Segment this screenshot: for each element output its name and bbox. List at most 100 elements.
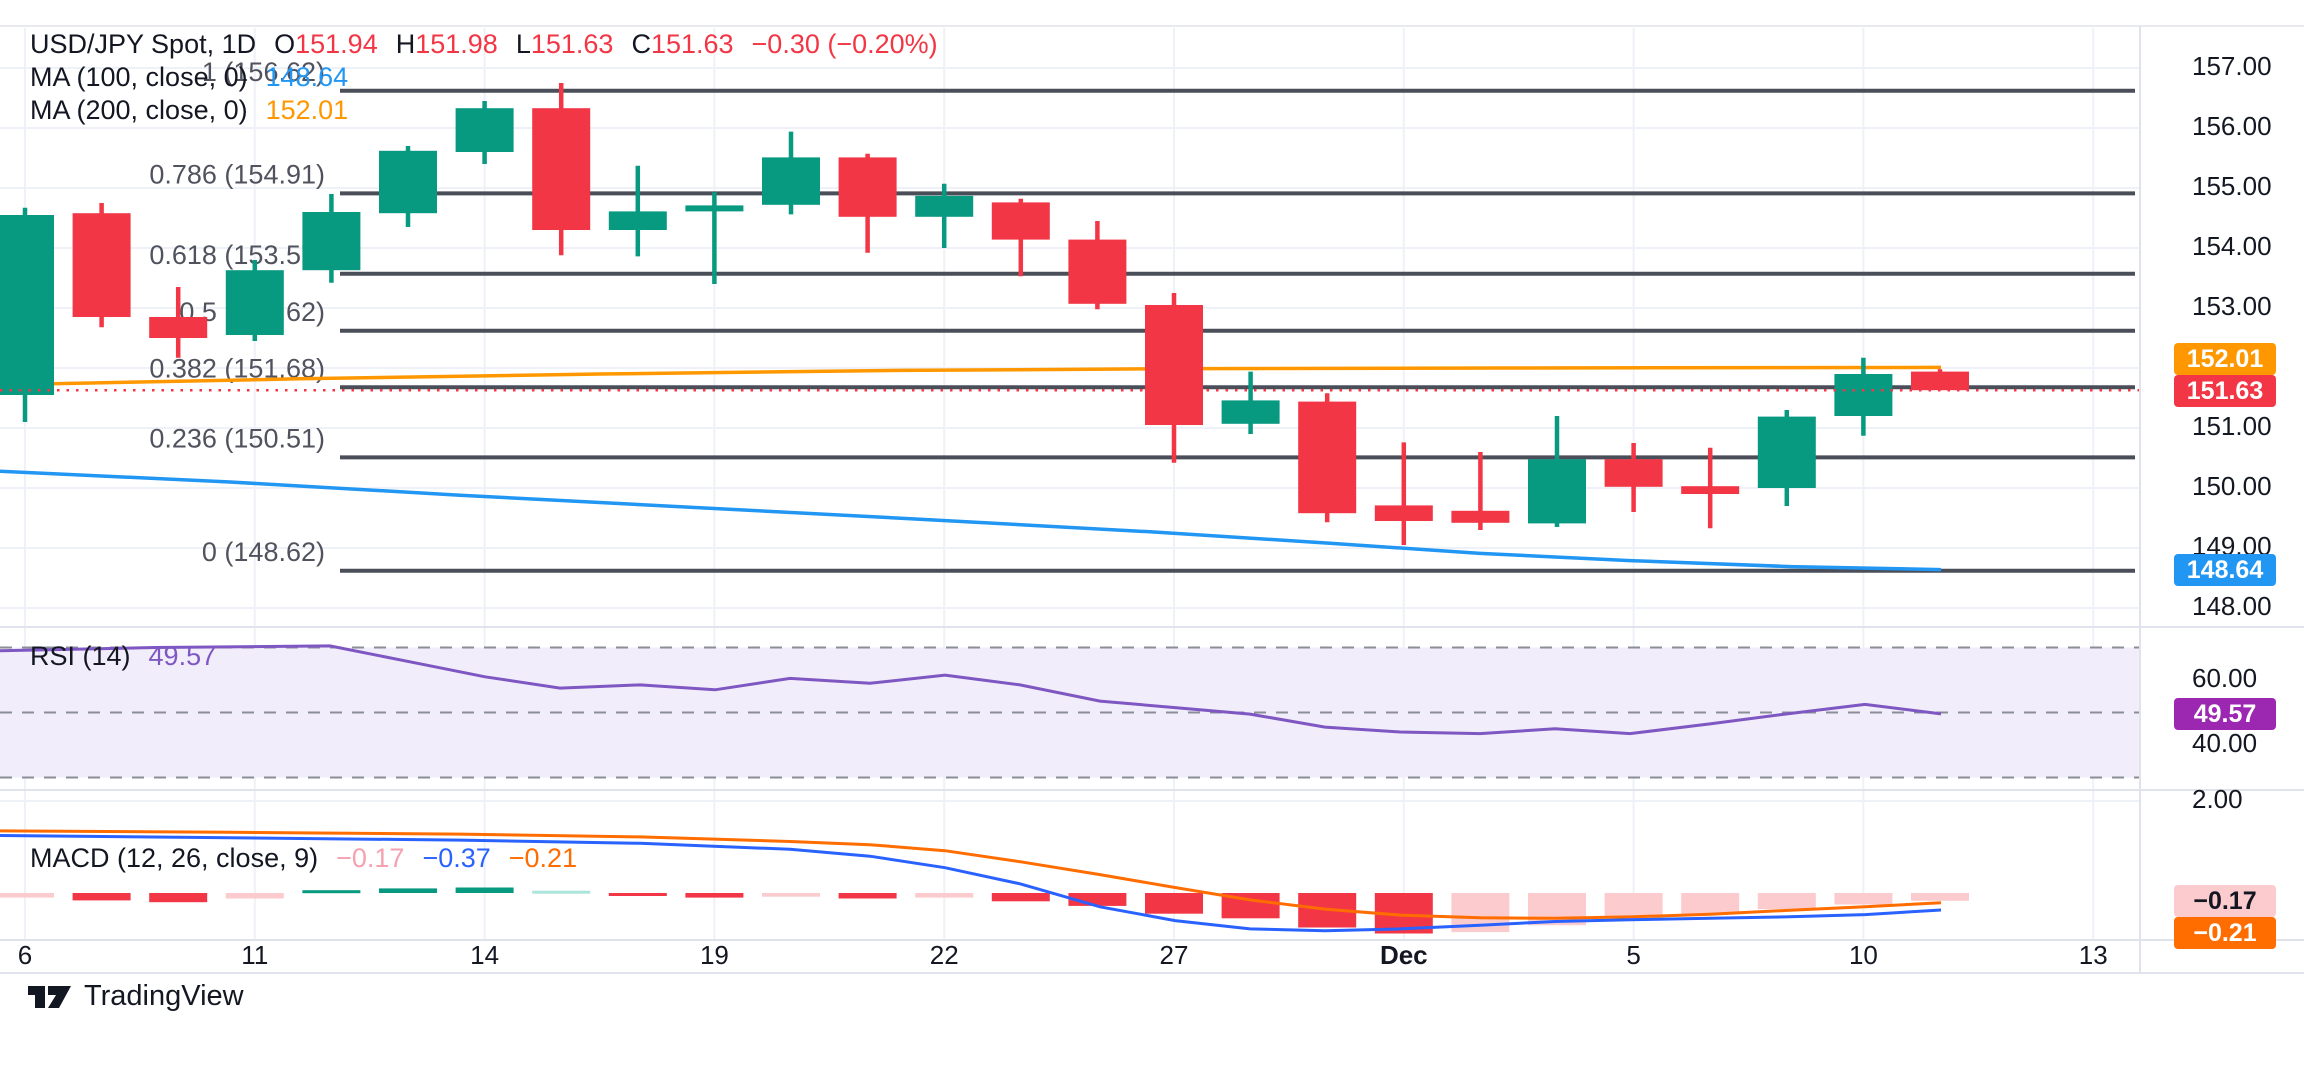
macd-legend-row[interactable]: MACD (12, 26, close, 9) −0.17 −0.37 −0.2…: [30, 844, 577, 872]
candle: [1221, 400, 1280, 424]
candle: [379, 150, 437, 214]
macd-bar: [608, 893, 667, 896]
svg-text:150.00: 150.00: [2192, 471, 2272, 501]
macd-signal-value: −0.21: [508, 843, 578, 873]
rsi-value-badge: 49.57: [2174, 698, 2276, 730]
rsi-label: RSI (14): [30, 641, 131, 671]
ma100-label: MA (100, close, 0): [30, 62, 248, 92]
macd-bar: [915, 893, 974, 898]
candle: [1911, 371, 1969, 391]
macd-bar: [455, 887, 514, 893]
macd-histogram[interactable]: [0, 887, 1969, 934]
ohlc-high: H 151.98: [395, 29, 498, 59]
candle: [1374, 505, 1433, 521]
ma200-line[interactable]: [0, 365, 1942, 387]
svg-text:2.00: 2.00: [2192, 784, 2243, 814]
symbol-legend-row[interactable]: USD/JPY Spot, 1D O 151.94 H 151.98 L 151.63…: [30, 30, 938, 58]
svg-text:156.00: 156.00: [2192, 111, 2272, 141]
ma100-legend-row[interactable]: MA (100, close, 0) 148.64: [30, 63, 348, 91]
svg-text:14: 14: [470, 940, 499, 970]
candle: [302, 212, 361, 271]
svg-text:22: 22: [930, 940, 959, 970]
svg-text:1 (156.62): 1 (156.62): [202, 57, 325, 87]
svg-text:40.00: 40.00: [2192, 728, 2257, 758]
macd-bar: [1604, 893, 1663, 919]
ma100-value: 148.64: [265, 62, 349, 92]
macd-bar: [1911, 893, 1969, 901]
symbol-title[interactable]: USD/JPY Spot, 1D: [30, 29, 257, 59]
macd-bar: [225, 893, 284, 899]
ma100-line[interactable]: [0, 469, 1942, 572]
svg-text:Dec: Dec: [1380, 940, 1428, 970]
candle: [72, 213, 131, 317]
candle: [1681, 486, 1740, 494]
svg-text:0.786 (154.91): 0.786 (154.91): [149, 160, 325, 190]
candle: [1145, 305, 1203, 425]
macd-bar: [379, 888, 437, 893]
rsi-band: [0, 646, 2140, 779]
candle: [991, 202, 1050, 240]
rsi-value: 49.57: [148, 641, 217, 671]
svg-text:13: 13: [2079, 940, 2108, 970]
svg-text:6: 6: [18, 940, 32, 970]
macd-bar: [838, 893, 897, 899]
last-price-badge: 151.63: [2174, 375, 2276, 407]
candle: [915, 195, 974, 217]
macd-bar: [1681, 893, 1740, 914]
candle: [762, 157, 820, 205]
ma200-legend-row[interactable]: MA (200, close, 0) 152.01: [30, 96, 348, 124]
svg-text:19: 19: [700, 940, 729, 970]
rsi-legend-row[interactable]: RSI (14) 49.57: [30, 642, 216, 670]
tradingview-logo-text: TradingView: [84, 980, 244, 1012]
ma200-label: MA (200, close, 0): [30, 95, 248, 125]
svg-text:10: 10: [1849, 940, 1878, 970]
candle: [608, 211, 667, 230]
svg-text:151.00: 151.00: [2192, 411, 2272, 441]
candle: [1298, 401, 1357, 514]
macd-hist-badge: −0.17: [2174, 885, 2276, 917]
macd-bar: [991, 893, 1050, 902]
svg-text:5: 5: [1626, 940, 1640, 970]
candle: [149, 317, 208, 338]
tradingview-logo-icon: [28, 985, 71, 1008]
svg-text:27: 27: [1160, 940, 1189, 970]
macd-bar: [1834, 893, 1893, 905]
macd-line-value: −0.37: [422, 843, 491, 873]
candles[interactable]: [0, 83, 1969, 545]
macd-line[interactable]: [0, 834, 1942, 933]
ohlc-low: L 151.63: [515, 29, 614, 59]
candle: [685, 205, 744, 212]
rsi-line[interactable]: [0, 644, 1942, 736]
time-axis[interactable]: 6 11 14 19 22 27 Dec 5 10 13: [18, 940, 2108, 970]
svg-text:0.236 (150.51): 0.236 (150.51): [149, 424, 325, 454]
macd-signal-line[interactable]: [0, 829, 1942, 920]
candle: [225, 270, 284, 335]
macd-bar: [685, 893, 744, 898]
candle: [1068, 239, 1127, 304]
macd-bar: [532, 890, 591, 894]
macd-bar: [762, 893, 820, 897]
svg-text:60.00: 60.00: [2192, 663, 2257, 693]
svg-text:155.00: 155.00: [2192, 171, 2272, 201]
macd-label: MACD (12, 26, close, 9): [30, 843, 319, 873]
svg-text:148.00: 148.00: [2192, 591, 2272, 621]
svg-text:0.618 (153.57): 0.618 (153.57): [149, 240, 325, 270]
ma100-price-badge: 148.64: [2174, 554, 2276, 586]
tradingview-logo[interactable]: TradingView: [28, 980, 244, 1013]
ohlc-close: C 151.63: [631, 29, 734, 59]
pane-separators[interactable]: [0, 26, 2304, 974]
macd-hist-value: −0.17: [336, 843, 405, 873]
svg-text:153.00: 153.00: [2192, 291, 2272, 321]
ma200-value: 152.01: [265, 95, 349, 125]
candle: [1451, 510, 1510, 523]
ma200-price-badge: 152.01: [2174, 343, 2276, 375]
svg-text:157.00: 157.00: [2192, 51, 2272, 81]
candle: [532, 108, 591, 230]
candle: [1757, 416, 1816, 488]
svg-text:0 (148.62): 0 (148.62): [202, 537, 325, 567]
price-axis[interactable]: 157.00 156.00 155.00 154.00 153.00 151.00 150.…: [2192, 51, 2272, 814]
candle: [1834, 374, 1893, 416]
ohlc-open: O 151.94: [274, 29, 378, 59]
